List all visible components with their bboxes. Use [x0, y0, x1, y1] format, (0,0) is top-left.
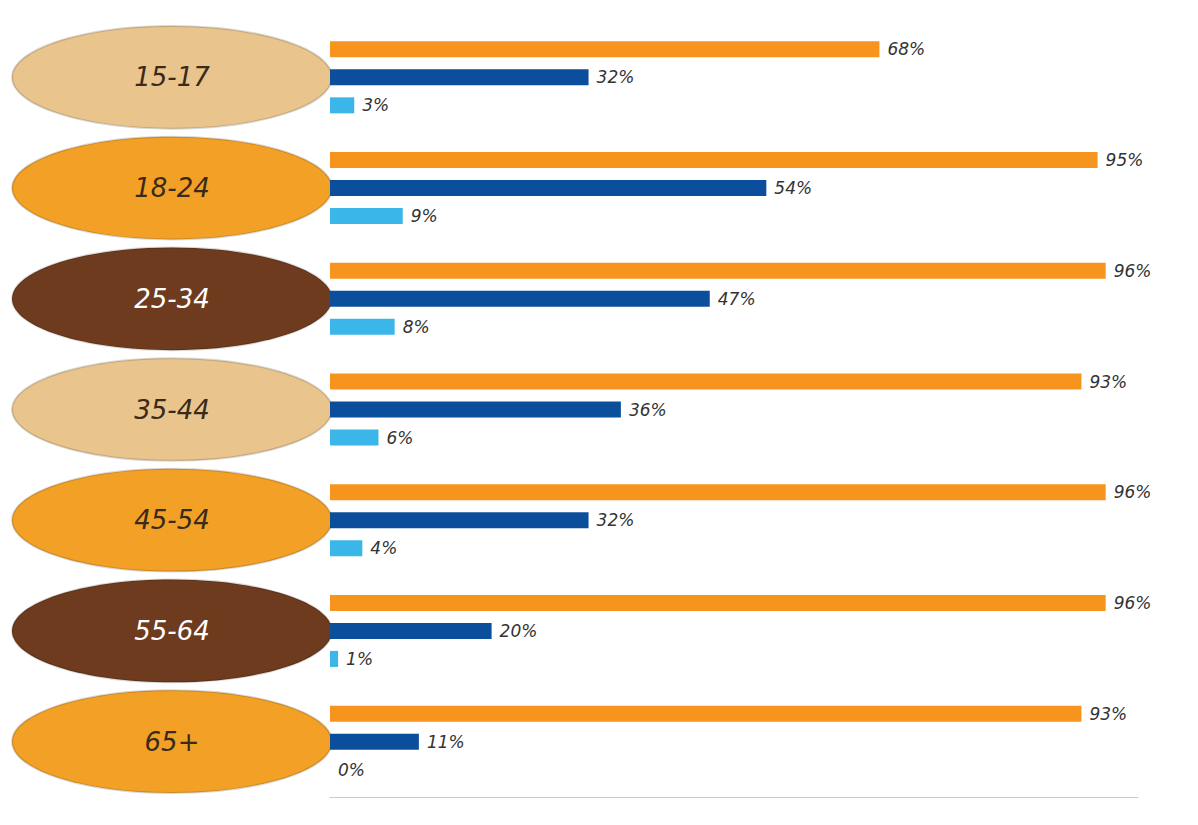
svg-text:25-34: 25-34 [134, 284, 210, 314]
svg-text:96%: 96% [1114, 593, 1152, 613]
svg-text:6%: 6% [386, 428, 413, 448]
svg-text:8%: 8% [403, 317, 430, 337]
svg-text:9%: 9% [411, 206, 438, 226]
svg-text:55-64: 55-64 [134, 616, 210, 646]
svg-text:95%: 95% [1106, 150, 1144, 170]
svg-text:93%: 93% [1089, 372, 1127, 392]
svg-text:32%: 32% [597, 510, 635, 530]
svg-text:45-54: 45-54 [134, 505, 210, 535]
svg-text:15-17: 15-17 [134, 62, 210, 92]
svg-text:3%: 3% [362, 95, 389, 115]
svg-text:32%: 32% [597, 67, 635, 87]
svg-text:47%: 47% [718, 289, 756, 309]
svg-text:35-44: 35-44 [134, 395, 210, 425]
svg-text:68%: 68% [887, 39, 925, 59]
svg-text:1%: 1% [346, 649, 373, 669]
svg-text:65+: 65+ [145, 727, 200, 757]
svg-text:20%: 20% [500, 621, 538, 641]
svg-text:96%: 96% [1114, 261, 1152, 281]
svg-text:4%: 4% [370, 538, 397, 558]
svg-text:0%: 0% [338, 760, 365, 780]
svg-text:18-24: 18-24 [134, 173, 210, 203]
svg-text:36%: 36% [629, 400, 667, 420]
svg-text:96%: 96% [1114, 482, 1152, 502]
svg-text:93%: 93% [1089, 704, 1127, 724]
svg-text:54%: 54% [774, 178, 812, 198]
svg-text:11%: 11% [427, 732, 465, 752]
